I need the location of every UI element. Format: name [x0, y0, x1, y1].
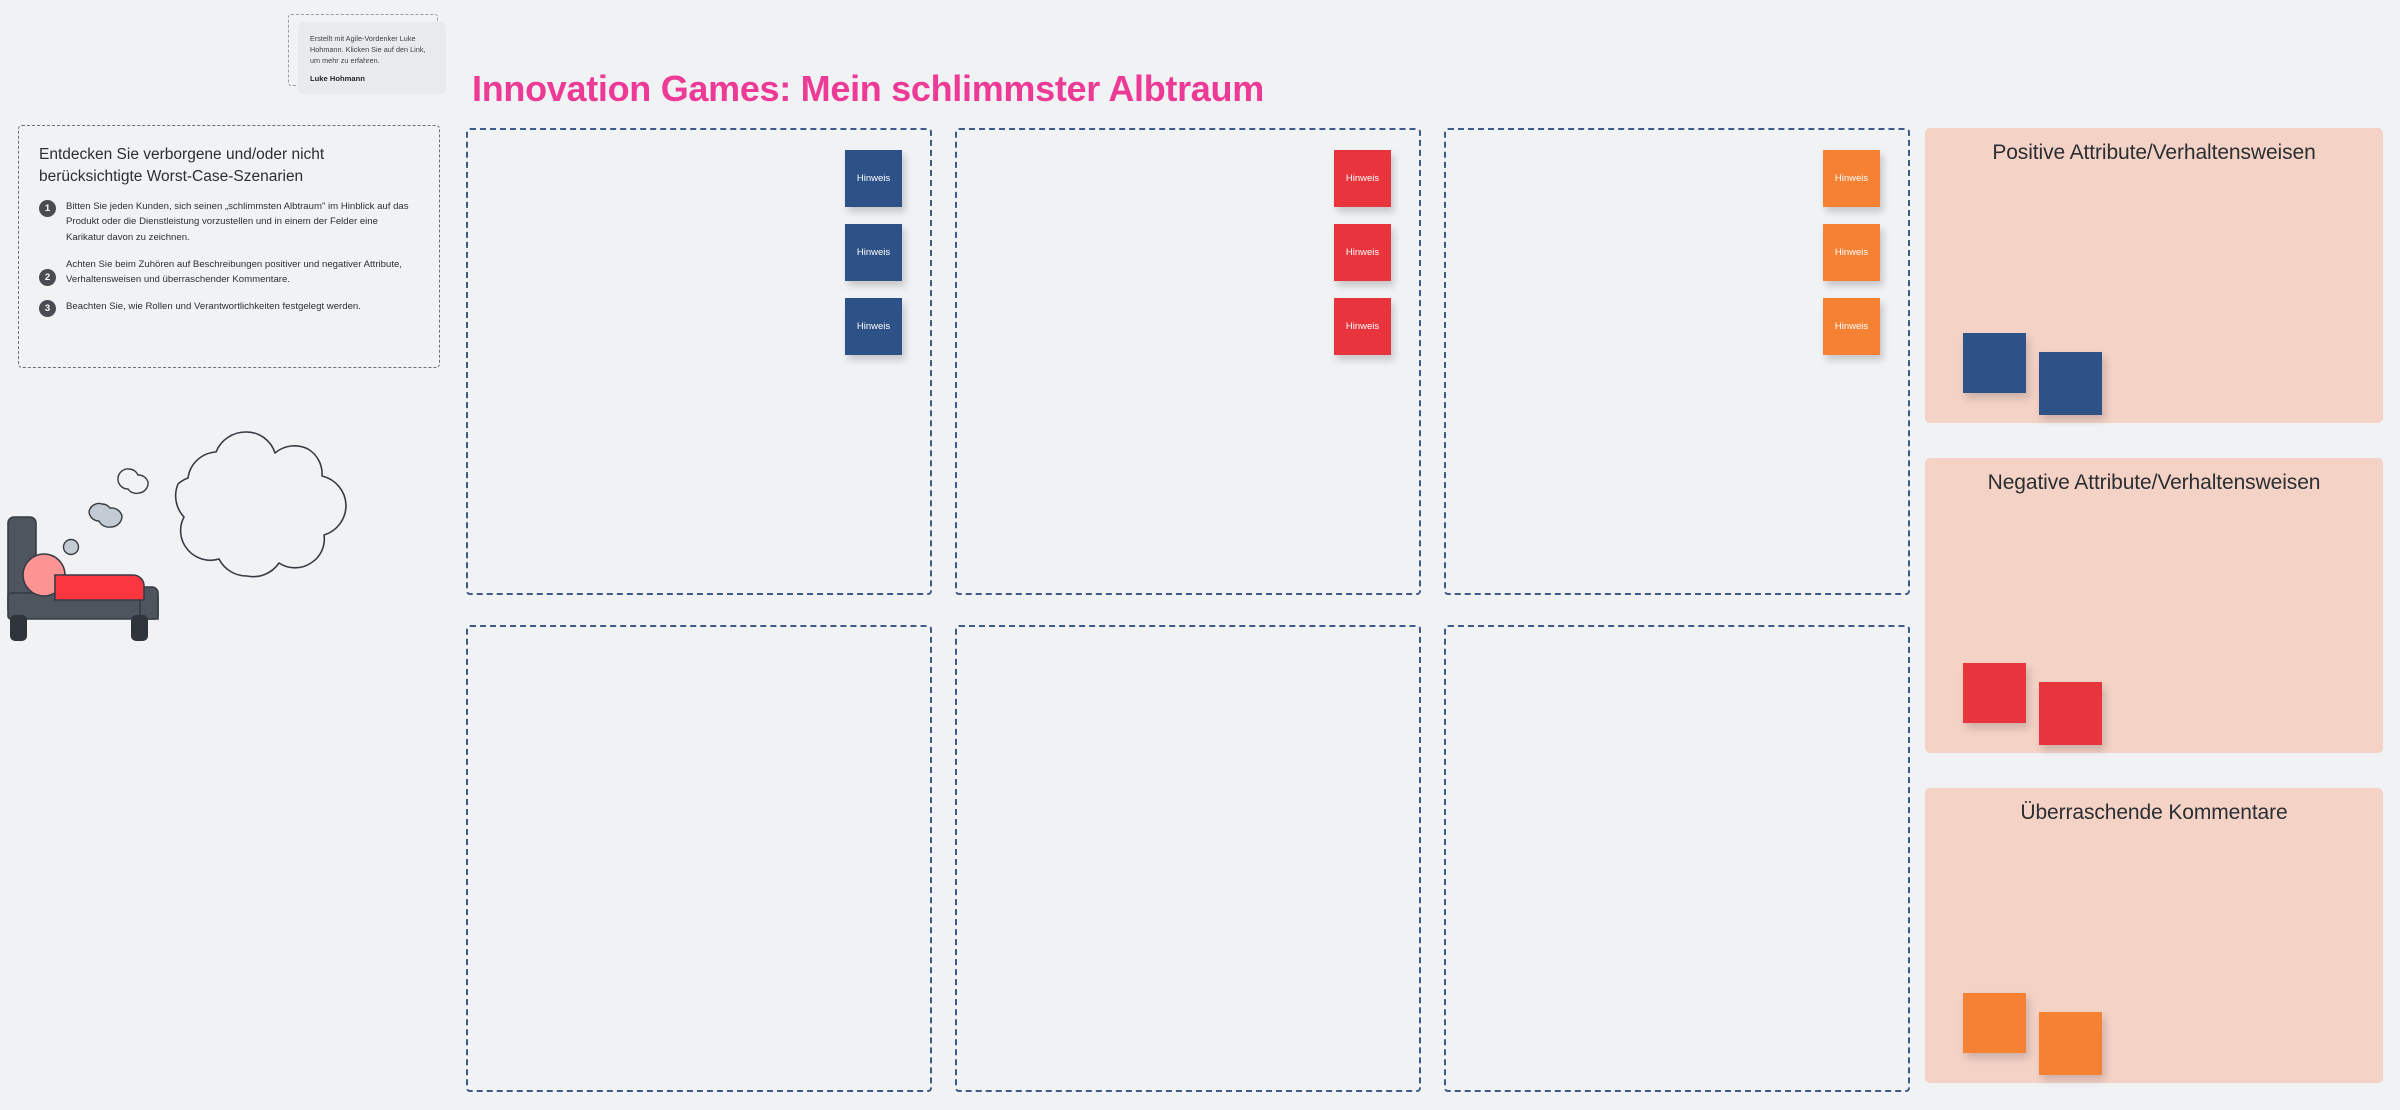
- step-text: Beachten Sie, wie Rollen und Verantwortl…: [66, 300, 361, 312]
- instruction-step: 2 Achten Sie beim Zuhören auf Beschreibu…: [39, 257, 419, 288]
- category-title: Negative Attribute/Verhaltensweisen: [1987, 471, 2321, 494]
- sticky-note[interactable]: Hinweis: [845, 224, 902, 281]
- small-thought-bubbles: [62, 468, 149, 556]
- step-number-badge: 2: [39, 268, 56, 286]
- canvas-cell-2[interactable]: [955, 128, 1421, 595]
- canvas-cell-4[interactable]: [466, 625, 932, 1092]
- category-chip[interactable]: [2039, 682, 2102, 745]
- dream-illustration: [0, 375, 470, 665]
- sticky-note[interactable]: Hinweis: [845, 298, 902, 355]
- canvas-cell-5[interactable]: [955, 625, 1421, 1092]
- credit-card-body: Erstellt mit Agile-Vordenker Luke Hohman…: [298, 22, 446, 94]
- instructions-heading: Entdecken Sie verborgene und/oder nicht …: [39, 146, 325, 186]
- bed-icon: [7, 516, 159, 641]
- category-chip[interactable]: [1963, 993, 2026, 1053]
- category-title: Positive Attribute/Verhaltensweisen: [1992, 141, 2316, 164]
- instruction-step: 3 Beachten Sie, wie Rollen und Verantwor…: [39, 299, 419, 317]
- category-title: Überraschende Kommentare: [2020, 801, 2288, 824]
- credit-card-text: Erstellt mit Agile-Vordenker Luke Hohman…: [310, 34, 426, 66]
- step-number-badge: 1: [39, 199, 56, 217]
- sticky-note[interactable]: Hinweis: [845, 150, 902, 207]
- instructions-list: 1 Bitten Sie jeden Kunden, sich seinen „…: [39, 199, 419, 317]
- sticky-note[interactable]: Hinweis: [1334, 150, 1391, 207]
- category-panel-positive[interactable]: Positive Attribute/Verhaltensweisen: [1925, 128, 2383, 423]
- thought-cloud-icon: [174, 431, 347, 578]
- category-chip[interactable]: [1963, 333, 2026, 393]
- step-text: Bitten Sie jeden Kunden, sich seinen „sc…: [66, 200, 409, 243]
- instructions-panel: Entdecken Sie verborgene und/oder nicht …: [18, 125, 440, 368]
- sticky-note[interactable]: Hinweis: [1823, 298, 1880, 355]
- category-chip[interactable]: [2039, 1012, 2102, 1075]
- page-title: Innovation Games: Mein schlimmster Albtr…: [472, 68, 1264, 109]
- canvas-cell-6[interactable]: [1444, 625, 1910, 1092]
- instruction-step: 1 Bitten Sie jeden Kunden, sich seinen „…: [39, 199, 419, 246]
- canvas-cell-3[interactable]: [1444, 128, 1910, 595]
- category-panel-negative[interactable]: Negative Attribute/Verhaltensweisen: [1925, 458, 2383, 753]
- sticky-note[interactable]: Hinweis: [1334, 224, 1391, 281]
- credit-card[interactable]: Erstellt mit Agile-Vordenker Luke Hohman…: [288, 14, 446, 94]
- step-number-badge: 3: [39, 299, 56, 317]
- credit-card-author[interactable]: Luke Hohmann: [310, 74, 365, 84]
- sticky-note[interactable]: Hinweis: [1823, 224, 1880, 281]
- canvas-cell-1[interactable]: [466, 128, 932, 595]
- sticky-note[interactable]: Hinweis: [1823, 150, 1880, 207]
- category-chip[interactable]: [1963, 663, 2026, 723]
- category-chip[interactable]: [2039, 352, 2102, 415]
- step-text: Achten Sie beim Zuhören auf Beschreibung…: [66, 258, 402, 286]
- sticky-note[interactable]: Hinweis: [1334, 298, 1391, 355]
- category-panel-surprising[interactable]: Überraschende Kommentare: [1925, 788, 2383, 1083]
